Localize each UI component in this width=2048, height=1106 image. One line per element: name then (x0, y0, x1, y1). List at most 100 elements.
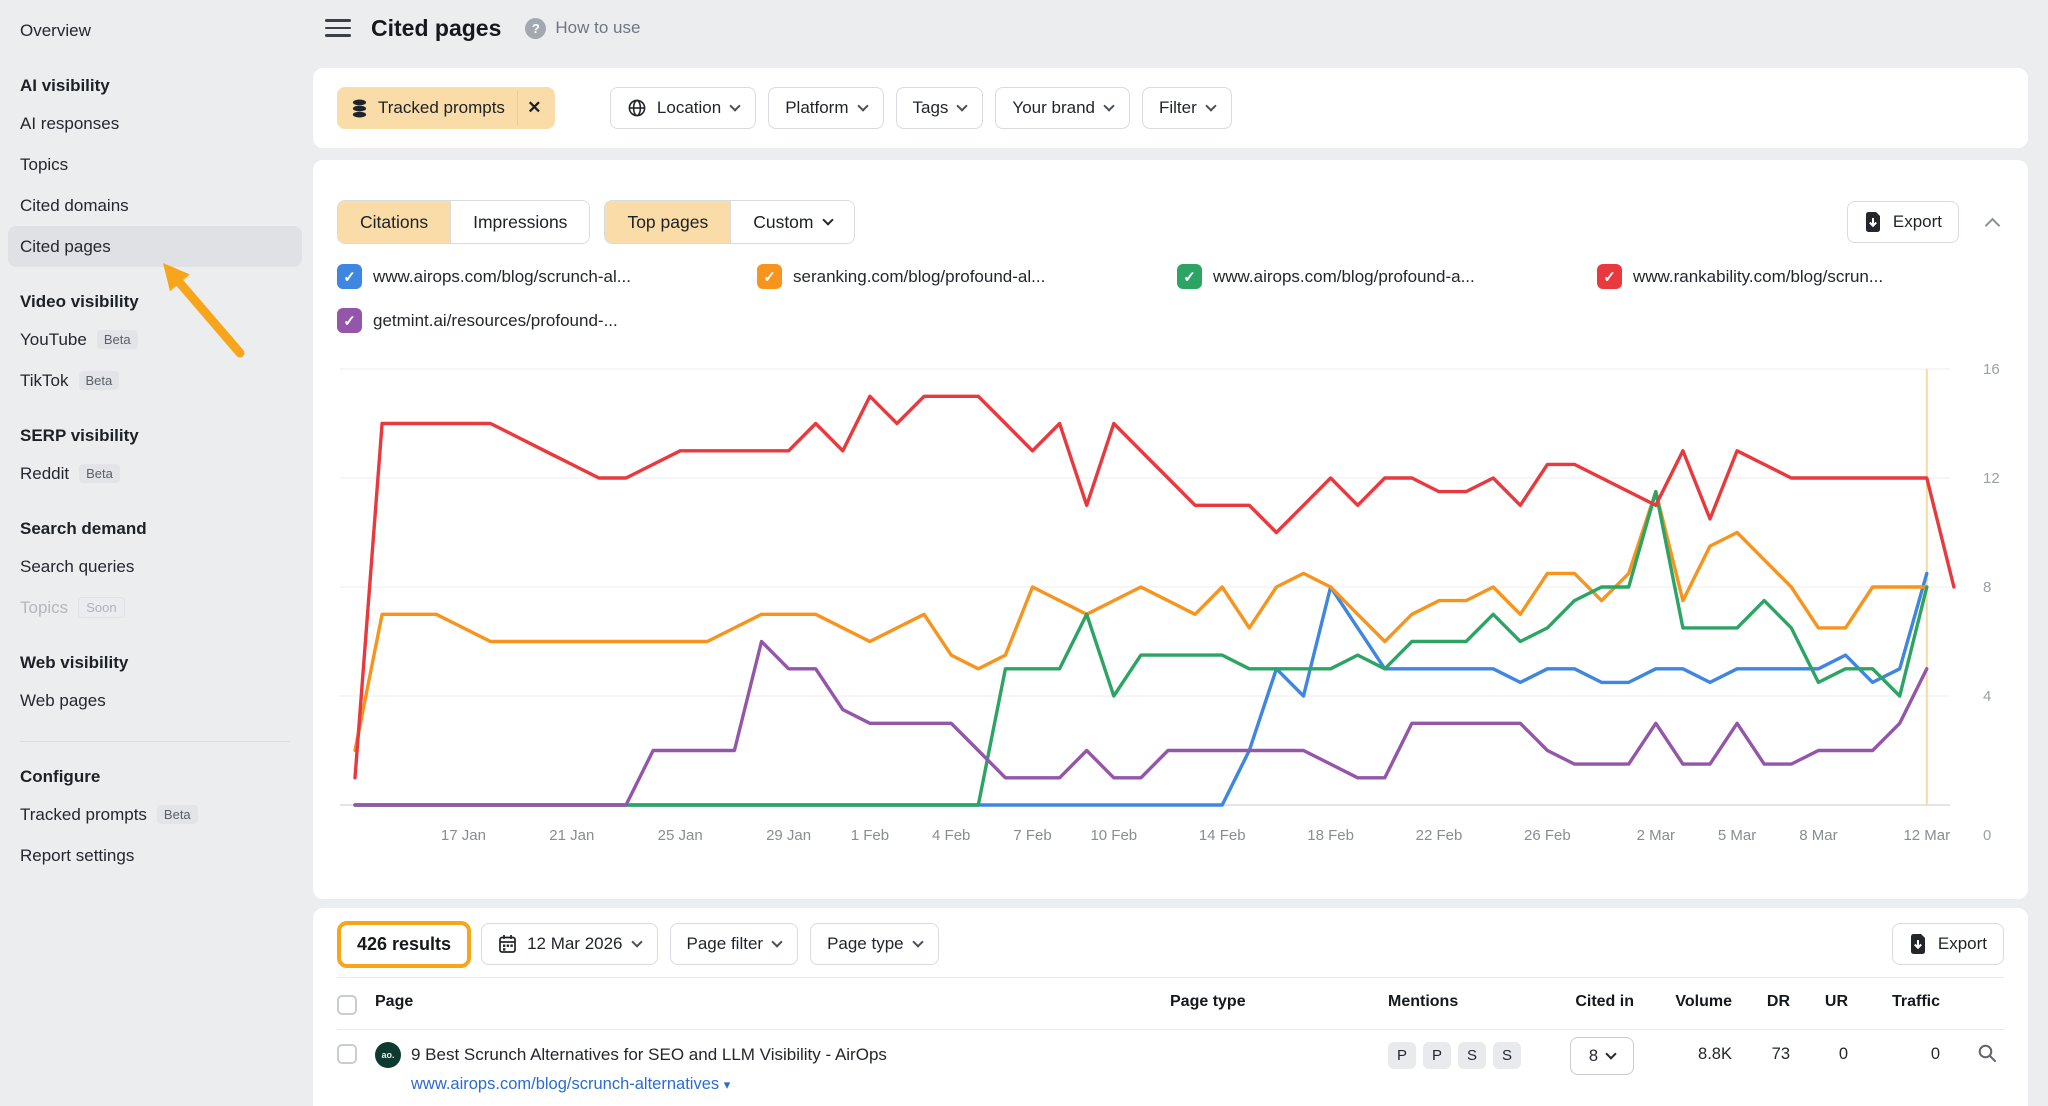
remove-filter-icon[interactable]: ✕ (516, 91, 551, 125)
sidebar-item-report-settings[interactable]: Report settings (8, 835, 302, 876)
column-header-traffic[interactable]: Traffic (1891, 993, 1940, 1010)
legend-item-www-airops-com-blog-profound-a-[interactable]: ✓ www.airops.com/blog/profound-a... (1177, 264, 1537, 289)
filter-filter-button[interactable]: Filter (1141, 87, 1232, 129)
y-tick-label: 8 (1983, 579, 1991, 596)
legend-checkbox-checked[interactable]: ✓ (1597, 264, 1622, 289)
tab-label: Custom (753, 211, 814, 232)
sidebar-item-topics[interactable]: Topics Soon (8, 587, 302, 628)
y-tick-label: 12 (1983, 470, 2000, 487)
metric-tab-group: Citations Impressions (337, 200, 591, 244)
export-file-icon (1865, 212, 1880, 232)
legend-checkbox-checked[interactable]: ✓ (337, 264, 362, 289)
sidebar-item-tracked-prompts[interactable]: Tracked prompts Beta (8, 794, 302, 835)
calendar-icon (499, 935, 516, 953)
sidebar-item-search-queries[interactable]: Search queries (8, 546, 302, 587)
column-header-cited-in[interactable]: Cited in (1575, 993, 1634, 1010)
legend-checkbox-checked[interactable]: ✓ (337, 308, 362, 333)
page-type-button[interactable]: Page type (810, 923, 939, 965)
row-checkbox[interactable] (337, 1044, 357, 1064)
legend-url-label: www.airops.com/blog/profound-a... (1213, 266, 1475, 286)
column-header-dr[interactable]: DR (1766, 993, 1790, 1010)
chevron-down-icon (821, 214, 834, 226)
tab-label: Citations (360, 211, 429, 232)
location-filter-button[interactable]: Location (609, 87, 757, 129)
your-brand-filter-button[interactable]: Your brand (995, 87, 1130, 129)
legend-checkbox-checked[interactable]: ✓ (1177, 264, 1202, 289)
x-tick-label: 2 Mar (1637, 827, 1675, 844)
sidebar-item-tiktok[interactable]: TikTok Beta (8, 360, 302, 401)
site-favicon: ao. (375, 1042, 401, 1068)
y-tick-label: 16 (1983, 361, 2000, 378)
table-body: ao. 9 Best Scrunch Alternatives for SEO a… (337, 1030, 2004, 1098)
magnifier-icon[interactable] (1976, 1042, 1998, 1064)
sidebar-item-youtube[interactable]: YouTube Beta (8, 319, 302, 360)
hamburger-menu-icon[interactable] (325, 19, 351, 37)
filter-label: Filter (1158, 98, 1197, 117)
legend-checkbox-checked[interactable]: ✓ (757, 264, 782, 289)
select-all-checkbox[interactable] (337, 995, 357, 1015)
legend-item-getmint-ai-resources-profound-[interactable]: ✓ getmint.ai/resources/profound-... (337, 308, 697, 333)
tab-custom[interactable]: Custom (730, 201, 854, 243)
legend-item-www-airops-com-blog-scrunch-al-[interactable]: ✓ www.airops.com/blog/scrunch-al... (337, 264, 697, 289)
sidebar-item-topics[interactable]: Topics (8, 144, 302, 185)
sidebar-item-reddit[interactable]: Reddit Beta (8, 453, 302, 494)
page-url-link[interactable]: www.airops.com/blog/scrunch-alternatives… (411, 1071, 887, 1098)
sidebar-item-cited-domains[interactable]: Cited domains (8, 185, 302, 226)
location-label: Location (656, 98, 722, 117)
series-line-getmint-ai-resources-profound- (353, 639, 1929, 807)
sidebar-item-label: Web pages (20, 690, 106, 710)
date-picker-button[interactable]: 12 Mar 2026 (481, 923, 658, 965)
column-header-volume[interactable]: Volume (1675, 993, 1732, 1010)
table-export-button[interactable]: Export (1891, 923, 2004, 965)
sidebar-item-ai-responses[interactable]: AI responses (8, 103, 302, 144)
x-tick-label: 8 Mar (1799, 827, 1837, 844)
sidebar-item-web-pages[interactable]: Web pages (8, 680, 302, 721)
chevron-down-icon (911, 936, 924, 948)
page-type-label: Page type (827, 934, 904, 953)
tab-top-pages[interactable]: Top pages (605, 201, 731, 243)
chevron-down-icon (1605, 1048, 1617, 1060)
series-line-seranking-com-blog-profound-al- (353, 489, 1929, 753)
cited-in-dropdown[interactable]: 8 (1570, 1037, 1634, 1075)
table-card: 426 results 12 Mar 2026 Page filter Page… (313, 908, 2028, 1106)
results-count: 426 results (337, 920, 472, 968)
legend-item-seranking-com-blog-profound-al-[interactable]: ✓ seranking.com/blog/profound-al... (757, 264, 1117, 289)
series-line-www-airops-com-blog-profound-a- (353, 489, 1929, 807)
collapse-chart-icon[interactable] (1984, 217, 2001, 233)
view-tab-group: Top pages Custom (604, 200, 855, 244)
cited-in-value: 8 (1588, 1046, 1599, 1065)
platform-filter-button[interactable]: Platform (768, 87, 884, 129)
your-brand-label: Your brand (1012, 98, 1095, 117)
x-tick-label: 7 Feb (1013, 827, 1051, 844)
page-filter-button[interactable]: Page filter (669, 923, 799, 965)
tab-citations[interactable]: Citations (338, 201, 451, 243)
column-header-ur[interactable]: UR (1824, 993, 1848, 1010)
sidebar-item-cited-pages[interactable]: Cited pages (8, 226, 302, 267)
row-actions (1940, 1042, 2004, 1064)
column-header-page-type[interactable]: Page type (1170, 993, 1246, 1010)
column-header-page[interactable]: Page (375, 993, 414, 1010)
page-filter-label: Page filter (686, 934, 764, 953)
tab-label: Impressions (473, 211, 568, 232)
sidebar-item-overview[interactable]: Overview (8, 10, 302, 51)
citations-chart[interactable]: 17 Jan 21 Jan 25 Jan 29 Jan 1 Feb 4 Feb 7 Feb 1… (337, 360, 2004, 860)
chevron-down-icon (956, 100, 969, 112)
badge-beta: Beta (79, 464, 120, 483)
sidebar-section-header: Video visibility (20, 292, 139, 311)
column-header-mentions[interactable]: Mentions (1388, 993, 1459, 1010)
legend-item-www-rankability-com-blog-scrun-[interactable]: ✓ www.rankability.com/blog/scrun... (1597, 264, 1957, 289)
filter-buttons: Location Platform Tags Your brand Filter (609, 87, 1244, 129)
mention-badge-p: P (1388, 1042, 1417, 1069)
tracked-prompts-chip[interactable]: Tracked prompts ✕ (337, 87, 555, 129)
mention-badge-p: P (1423, 1042, 1452, 1069)
tags-filter-button[interactable]: Tags (895, 87, 984, 129)
badge-beta: Beta (156, 805, 198, 824)
tab-impressions[interactable]: Impressions (450, 201, 590, 243)
mention-badge-s: S (1493, 1042, 1522, 1069)
badge-beta: Beta (78, 371, 120, 390)
sidebar-section-header: SERP visibility (20, 426, 139, 445)
legend-url-label: getmint.ai/resources/profound-... (373, 310, 618, 330)
how-to-use-link[interactable]: ? How to use (525, 17, 641, 39)
chart-export-button[interactable]: Export (1846, 201, 1959, 243)
how-to-use-label: How to use (555, 18, 641, 37)
